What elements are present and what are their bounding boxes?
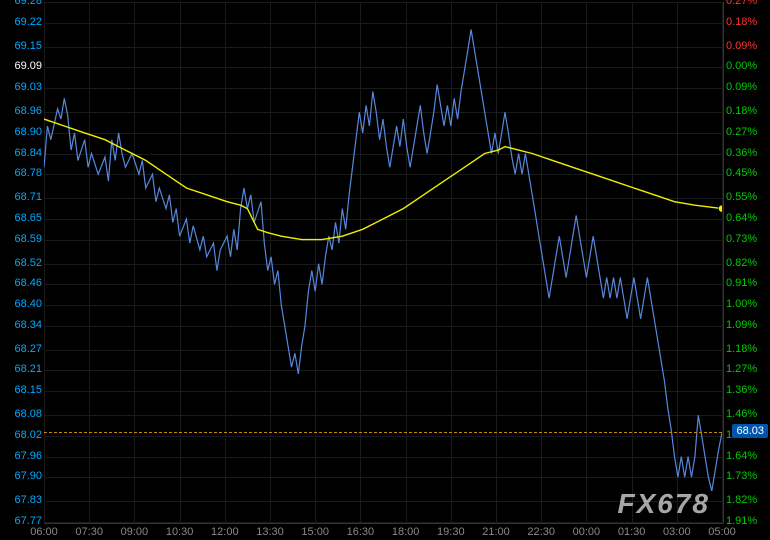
y-right-tick: 1.36% xyxy=(722,384,770,396)
y-right-tick: 0.73% xyxy=(722,233,770,245)
y-left-tick: 68.02 xyxy=(0,429,42,441)
y-left-tick: 68.59 xyxy=(0,233,42,245)
y-right-tick: 0.45% xyxy=(722,167,770,179)
y-right-tick: 0.55% xyxy=(722,191,770,203)
y-left-tick: 67.90 xyxy=(0,470,42,482)
y-left-tick: 68.34 xyxy=(0,319,42,331)
y-right-tick: 1.00% xyxy=(722,298,770,310)
x-tick: 01:30 xyxy=(618,526,646,538)
y-right-tick: 0.09% xyxy=(722,81,770,93)
y-left-tick: 68.84 xyxy=(0,147,42,159)
y-left-tick: 68.71 xyxy=(0,191,42,203)
watermark: FX678 xyxy=(618,488,711,520)
moving-average-endpoint xyxy=(719,205,723,212)
x-tick: 12:00 xyxy=(211,526,239,538)
y-left-tick: 67.96 xyxy=(0,450,42,462)
y-left-tick: 68.65 xyxy=(0,212,42,224)
y-left-tick: 69.15 xyxy=(0,40,42,52)
y-left-tick: 69.28 xyxy=(0,0,42,7)
y-right-tick: 1.64% xyxy=(722,450,770,462)
y-right-tick: 0.18% xyxy=(722,16,770,28)
x-tick: 07:30 xyxy=(75,526,103,538)
x-tick: 22:30 xyxy=(527,526,555,538)
y-left-tick: 68.52 xyxy=(0,257,42,269)
price-chart: 69.28 69.22 69.15 69.09 69.03 68.96 68.90 68.84… xyxy=(0,0,770,540)
last-price-line xyxy=(44,432,722,433)
x-tick: 06:00 xyxy=(30,526,58,538)
y-left-tick: 69.09 xyxy=(0,60,42,72)
x-tick: 03:00 xyxy=(663,526,691,538)
x-tick: 21:00 xyxy=(482,526,510,538)
y-right-tick: 0.27% xyxy=(722,0,770,7)
x-tick: 05:00 xyxy=(708,526,736,538)
y-left-tick: 68.40 xyxy=(0,298,42,310)
x-tick: 16:30 xyxy=(347,526,375,538)
price-series xyxy=(44,30,722,492)
y-left-tick: 68.90 xyxy=(0,126,42,138)
y-right-tick: 1.46% xyxy=(722,408,770,420)
gridline-h xyxy=(44,522,722,523)
y-right-tick: 0.36% xyxy=(722,147,770,159)
y-right-tick: 1.27% xyxy=(722,363,770,375)
y-right-tick: 1.73% xyxy=(722,470,770,482)
x-tick: 19:30 xyxy=(437,526,465,538)
y-left-tick: 68.27 xyxy=(0,343,42,355)
y-right-tick: 0.82% xyxy=(722,257,770,269)
y-left-tick: 69.03 xyxy=(0,81,42,93)
moving-average-series xyxy=(44,119,722,240)
y-right-tick: 0.91% xyxy=(722,277,770,289)
y-left-tick: 68.46 xyxy=(0,277,42,289)
y-left-tick: 68.21 xyxy=(0,363,42,375)
y-right-tick: 0.27% xyxy=(722,126,770,138)
y-right-tick: 0.09% xyxy=(722,40,770,52)
x-tick: 18:00 xyxy=(392,526,420,538)
y-left-tick: 67.83 xyxy=(0,494,42,506)
x-tick: 13:30 xyxy=(256,526,284,538)
y-right-tick: 0.00% xyxy=(722,60,770,72)
y-right-tick: 1.09% xyxy=(722,319,770,331)
y-left-tick: 69.22 xyxy=(0,16,42,28)
y-right-tick: 1.82% xyxy=(722,494,770,506)
x-tick: 00:00 xyxy=(573,526,601,538)
y-right-tick: 0.18% xyxy=(722,105,770,117)
y-right-tick: 0.64% xyxy=(722,212,770,224)
x-tick: 09:00 xyxy=(121,526,149,538)
chart-svg xyxy=(44,2,722,522)
x-tick: 10:30 xyxy=(166,526,194,538)
last-price-badge: 68.03 xyxy=(732,424,768,438)
y-left-tick: 68.08 xyxy=(0,408,42,420)
y-left-tick: 68.15 xyxy=(0,384,42,396)
y-right-tick: 1.18% xyxy=(722,343,770,355)
y-left-tick: 68.78 xyxy=(0,167,42,179)
y-left-tick: 68.96 xyxy=(0,105,42,117)
x-tick: 15:00 xyxy=(301,526,329,538)
